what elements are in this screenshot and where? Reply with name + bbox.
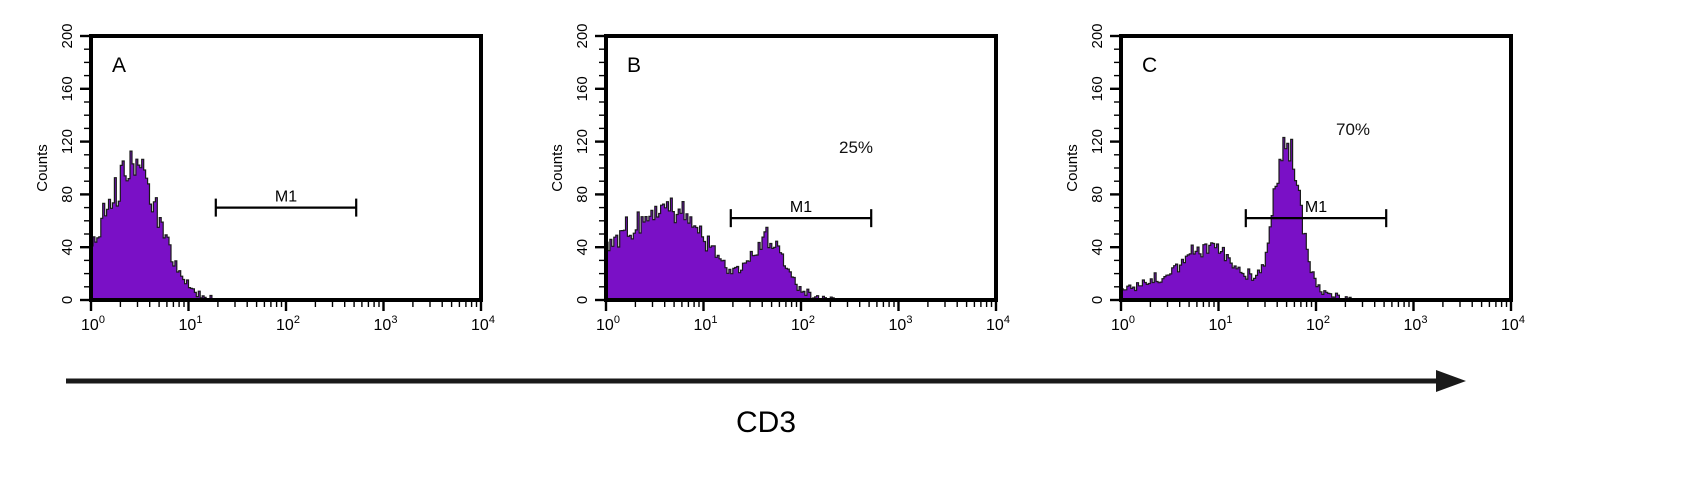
arrowhead-icon — [1436, 370, 1466, 392]
gate-percent-label-c: 70% — [1336, 120, 1371, 139]
histogram-panels-row: 0 40 80 120 160 200 Counts 100 101 102 103 104 M1 A … — [6, 8, 1690, 355]
svg-text:104: 104 — [471, 314, 495, 334]
svg-text:120: 120 — [574, 129, 591, 154]
svg-text:200: 200 — [1089, 23, 1106, 48]
cd3-axis-arrow — [66, 370, 1466, 392]
svg-text:100: 100 — [1111, 314, 1135, 334]
svg-text:160: 160 — [59, 76, 76, 101]
svg-text:Counts: Counts — [34, 144, 51, 192]
svg-text:40: 40 — [59, 239, 76, 256]
flow-cytometry-figure: 0 40 80 120 160 200 Counts 100 101 102 103 104 M1 A … — [6, 8, 1690, 440]
panel-label-b: B — [627, 54, 642, 77]
svg-text:40: 40 — [574, 239, 591, 256]
svg-text:200: 200 — [574, 23, 591, 48]
svg-text:104: 104 — [986, 314, 1010, 334]
svg-text:100: 100 — [596, 314, 620, 334]
svg-text:103: 103 — [1404, 314, 1428, 334]
svg-text:120: 120 — [1089, 129, 1106, 154]
svg-text:102: 102 — [276, 314, 300, 334]
svg-text:80: 80 — [59, 186, 76, 203]
svg-text:200: 200 — [59, 23, 76, 48]
histogram-panel-a: 0 40 80 120 160 200 Counts 100 101 102 103 104 M1 A — [6, 8, 521, 355]
svg-text:Counts: Counts — [1064, 144, 1081, 192]
svg-text:100: 100 — [81, 314, 105, 334]
svg-text:103: 103 — [374, 314, 398, 334]
svg-text:101: 101 — [1209, 314, 1233, 334]
svg-text:0: 0 — [59, 296, 76, 304]
histogram-plot-c: 0 40 80 120 160 200 Counts 100 101 102 103 104 M1 — [1064, 23, 1525, 334]
svg-text:101: 101 — [179, 314, 203, 334]
svg-text:80: 80 — [1089, 186, 1106, 203]
svg-text:160: 160 — [1089, 76, 1106, 101]
histogram-panel-b: 0 40 80 120 160 200 Counts 100 101 102 103 104 M1 B … — [521, 8, 1036, 355]
shared-x-axis: CD3 — [6, 363, 1690, 440]
svg-text:101: 101 — [694, 314, 718, 334]
svg-text:M1: M1 — [790, 199, 812, 216]
histogram-panel-c: 0 40 80 120 160 200 Counts 100 101 102 103 104 M1 C … — [1036, 8, 1551, 355]
histogram-plot-a: 0 40 80 120 160 200 Counts 100 101 102 103 104 M1 — [34, 23, 495, 334]
panel-label-a: A — [112, 54, 127, 77]
svg-text:M1: M1 — [1305, 199, 1327, 216]
svg-text:Counts: Counts — [549, 144, 566, 192]
svg-text:0: 0 — [1089, 296, 1106, 304]
svg-text:160: 160 — [574, 76, 591, 101]
cd3-axis-label: CD3 — [735, 406, 796, 439]
svg-text:M1: M1 — [275, 189, 297, 206]
histogram-plot-b: 0 40 80 120 160 200 Counts 100 101 102 103 104 M1 — [549, 23, 1010, 334]
panel-label-c: C — [1142, 54, 1158, 77]
svg-text:40: 40 — [1089, 239, 1106, 256]
svg-text:102: 102 — [1306, 314, 1330, 334]
svg-text:103: 103 — [889, 314, 913, 334]
svg-text:0: 0 — [574, 296, 591, 304]
svg-text:104: 104 — [1501, 314, 1525, 334]
svg-text:80: 80 — [574, 186, 591, 203]
gate-percent-label-b: 25% — [839, 138, 874, 157]
svg-text:102: 102 — [791, 314, 815, 334]
svg-text:120: 120 — [59, 129, 76, 154]
